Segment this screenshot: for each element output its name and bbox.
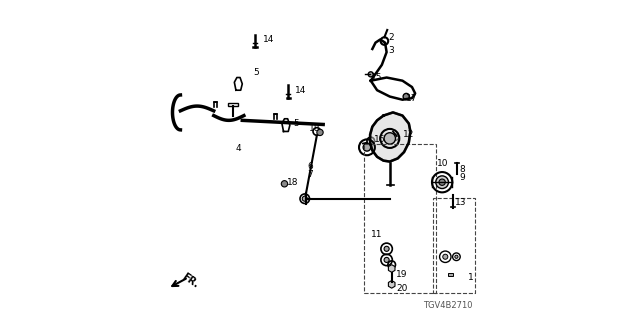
Circle shape xyxy=(443,254,448,259)
Text: 14: 14 xyxy=(294,86,306,95)
Text: TGV4B2710: TGV4B2710 xyxy=(423,301,472,310)
Text: 5: 5 xyxy=(293,119,299,128)
Circle shape xyxy=(384,257,389,262)
Circle shape xyxy=(384,133,396,144)
Text: 11: 11 xyxy=(371,230,382,239)
Text: 1: 1 xyxy=(467,273,473,282)
Circle shape xyxy=(302,196,307,201)
Polygon shape xyxy=(370,112,410,162)
Text: 20: 20 xyxy=(396,284,408,293)
Text: 8: 8 xyxy=(460,165,465,174)
Text: 13: 13 xyxy=(455,198,467,207)
Circle shape xyxy=(363,143,371,151)
Text: 6: 6 xyxy=(307,162,313,171)
Text: 19: 19 xyxy=(396,270,408,279)
Text: 18: 18 xyxy=(309,124,321,133)
Text: 15: 15 xyxy=(371,73,382,82)
Text: 12: 12 xyxy=(403,130,414,139)
Bar xyxy=(364,144,436,293)
Text: 9: 9 xyxy=(460,173,465,182)
Circle shape xyxy=(317,129,323,136)
Text: FR.: FR. xyxy=(180,272,200,291)
Circle shape xyxy=(455,255,458,258)
Circle shape xyxy=(384,246,389,252)
Circle shape xyxy=(282,180,287,187)
Circle shape xyxy=(439,179,445,185)
Text: 3: 3 xyxy=(388,46,394,55)
Text: 5: 5 xyxy=(253,68,259,77)
Polygon shape xyxy=(388,265,395,272)
Bar xyxy=(433,198,476,293)
Text: 4: 4 xyxy=(236,144,241,153)
Text: 18: 18 xyxy=(287,178,298,187)
Polygon shape xyxy=(388,281,395,288)
Circle shape xyxy=(436,176,449,188)
Text: 7: 7 xyxy=(307,170,313,179)
Text: 14: 14 xyxy=(263,35,275,44)
Text: 2: 2 xyxy=(388,33,394,42)
Text: 10: 10 xyxy=(437,159,449,168)
Polygon shape xyxy=(449,273,453,276)
Circle shape xyxy=(403,93,410,100)
Circle shape xyxy=(368,72,373,77)
Text: 17: 17 xyxy=(406,94,417,103)
Text: 16: 16 xyxy=(374,135,385,144)
